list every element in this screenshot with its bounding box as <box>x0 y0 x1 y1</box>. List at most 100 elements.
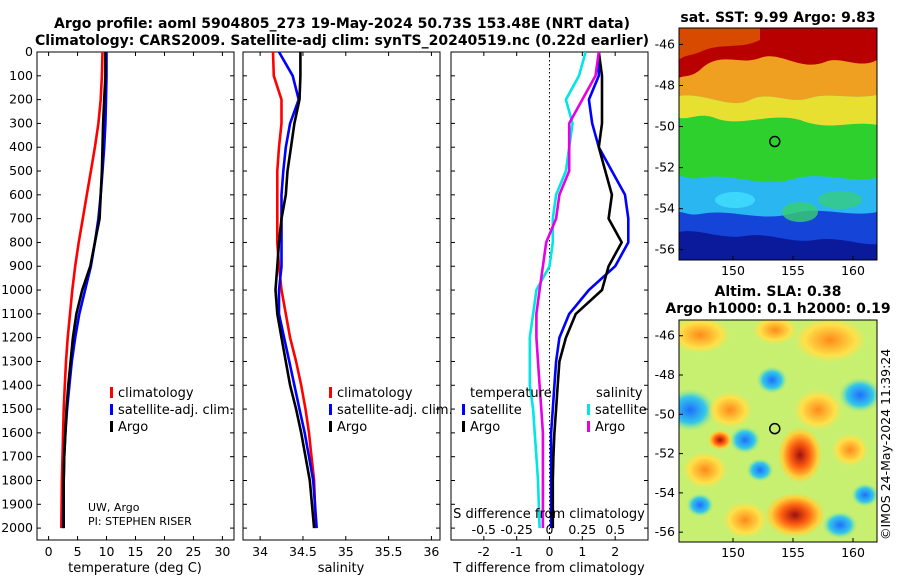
map-y-tick-label: -52 <box>655 446 675 461</box>
series-line-argo <box>62 52 107 529</box>
map-x-tick-label: 160 <box>841 263 865 278</box>
header-line-1: Argo profile: aoml 5904805_273 19-May-20… <box>54 16 630 32</box>
legend-label-satellite: satellite-adj. clim. <box>118 403 234 418</box>
sla-map-panel: Altim. SLA: 0.38 Argo h1000: 0.1 h2000: … <box>655 284 891 560</box>
x-tick-label: 10 <box>99 544 115 559</box>
header-line-2: Climatology: CARS2009. Satellite-adj cli… <box>35 33 649 49</box>
difference-xlabel: T difference from climatology <box>452 561 645 576</box>
map-y-tick-label: -54 <box>655 201 675 216</box>
legend-swatch-t-argo <box>462 421 465 432</box>
watermark: ©IMOS 24-May-2024 11:39:24 <box>878 349 893 540</box>
legend-swatch-climatology <box>329 387 332 398</box>
x-tick-label: -1 <box>510 544 522 559</box>
credit-line-2: PI: STEPHEN RISER <box>88 515 192 528</box>
map-x-tick-label: 150 <box>721 545 745 560</box>
y-tick-label: 1600 <box>1 425 33 440</box>
legend-title-salinity: salinity <box>596 386 643 401</box>
map-y-tick-label: -48 <box>655 367 675 382</box>
salinity-legend: climatology satellite-adj. clim. Argo <box>329 386 453 435</box>
map-y-tick-label: -50 <box>655 119 675 134</box>
x-tick-label: 0 <box>45 544 53 559</box>
x-tick-label: 15 <box>128 544 144 559</box>
map-y-tick-label: -56 <box>655 524 675 539</box>
x-tick-label: 0 <box>546 544 554 559</box>
salinity-axes <box>242 51 441 541</box>
credit-line-1: UW, Argo <box>88 501 140 514</box>
series-line-s-satellite <box>528 52 587 529</box>
x-tick-label: 34 <box>252 544 268 559</box>
series-line-t-argo <box>551 52 624 529</box>
series-line-t-satellite <box>549 52 630 529</box>
x-tick-label: 35.5 <box>375 544 403 559</box>
legend-swatch-satellite <box>110 404 113 415</box>
legend-label-satellite: satellite-adj. clim. <box>337 403 453 418</box>
legend-swatch-t-satellite <box>462 404 465 415</box>
y-tick-label: 1000 <box>1 282 33 297</box>
y-tick-label: 1200 <box>1 330 33 345</box>
salinity-xlabel: salinity <box>318 561 365 576</box>
sla-map-title-1: Altim. SLA: 0.38 <box>714 284 841 300</box>
sla-map-title-2: Argo h1000: 0.1 h2000: 0.19 <box>665 301 890 317</box>
legend-swatch-climatology <box>110 387 113 398</box>
map-x-tick-label: 160 <box>841 545 865 560</box>
difference-legend-salinity: salinity satellite Argo <box>587 386 647 435</box>
difference-legend-temperature: temperature satellite Argo <box>462 386 552 435</box>
salinity-panel: 34 34.5 35 35.5 36 salinity climatology sate… <box>242 51 453 576</box>
temperature-panel: 0100200300400500600700800900100011001200… <box>1 44 235 576</box>
legend-label-climatology: climatology <box>337 386 413 401</box>
legend-title-temperature: temperature <box>470 386 552 401</box>
map-x-tick-label: 150 <box>721 263 745 278</box>
x-tick-label: 34.5 <box>289 544 317 559</box>
legend-swatch-s-argo <box>587 421 590 432</box>
y-tick-label: 400 <box>9 139 33 154</box>
y-tick-label: 1900 <box>1 496 33 511</box>
x-tick-label: 1 <box>578 544 586 559</box>
sla-map-image <box>679 320 877 542</box>
y-tick-label: 500 <box>9 163 33 178</box>
sst-map-title: sat. SST: 9.99 Argo: 9.83 <box>680 10 875 26</box>
x2-tick-label: -0.25 <box>500 522 532 537</box>
difference-x2label: S difference from climatology <box>453 507 645 522</box>
legend-label-argo: Argo <box>337 420 367 435</box>
legend-swatch-satellite <box>329 404 332 415</box>
y-tick-label: 1300 <box>1 353 33 368</box>
legend-label-t-satellite: satellite <box>470 403 522 418</box>
y-tick-label: 1400 <box>1 377 33 392</box>
sst-map-panel: sat. SST: 9.99 Argo: 9.83 150 155 160 -46 -4… <box>655 10 878 278</box>
map-y-tick-label: -46 <box>655 328 675 343</box>
y-tick-label: 300 <box>9 115 33 130</box>
map-y-tick-label: -46 <box>655 36 675 51</box>
temperature-axes <box>36 51 235 541</box>
legend-label-climatology: climatology <box>118 386 194 401</box>
x-tick-label: 36 <box>423 544 439 559</box>
legend-swatch-argo <box>329 421 332 432</box>
x-tick-label: 30 <box>214 544 230 559</box>
temperature-legend: climatology satellite-adj. clim. Argo <box>110 386 234 435</box>
y-tick-label: 2000 <box>1 520 33 535</box>
map-y-tick-label: -56 <box>655 242 675 257</box>
x2-tick-label: 0.5 <box>605 522 625 537</box>
legend-label-s-satellite: satellite <box>595 403 647 418</box>
y-tick-label: 100 <box>9 68 33 83</box>
argo-float-marker <box>769 422 781 435</box>
map-y-tick-label: -52 <box>655 160 675 175</box>
series-line-climatology <box>60 52 104 529</box>
y-tick-label: 1800 <box>1 472 33 487</box>
y-tick-label: 1500 <box>1 401 33 416</box>
map-x-tick-label: 155 <box>781 545 805 560</box>
x2-tick-label: 0.25 <box>568 522 596 537</box>
y-tick-label: 600 <box>9 187 33 202</box>
map-x-tick-label: 155 <box>781 263 805 278</box>
sla-map-frame <box>678 319 878 543</box>
y-tick-label: 700 <box>9 211 33 226</box>
x-tick-label: -2 <box>478 544 490 559</box>
series-line-satellite-adj-clim- <box>277 52 318 529</box>
series-line-argo <box>274 52 316 529</box>
temperature-xlabel: temperature (deg C) <box>68 561 202 576</box>
legend-label-argo: Argo <box>118 420 148 435</box>
map-y-tick-label: -54 <box>655 485 675 500</box>
x-tick-label: 20 <box>157 544 173 559</box>
y-tick-label: 200 <box>9 92 33 107</box>
x-tick-label: 35 <box>338 544 354 559</box>
